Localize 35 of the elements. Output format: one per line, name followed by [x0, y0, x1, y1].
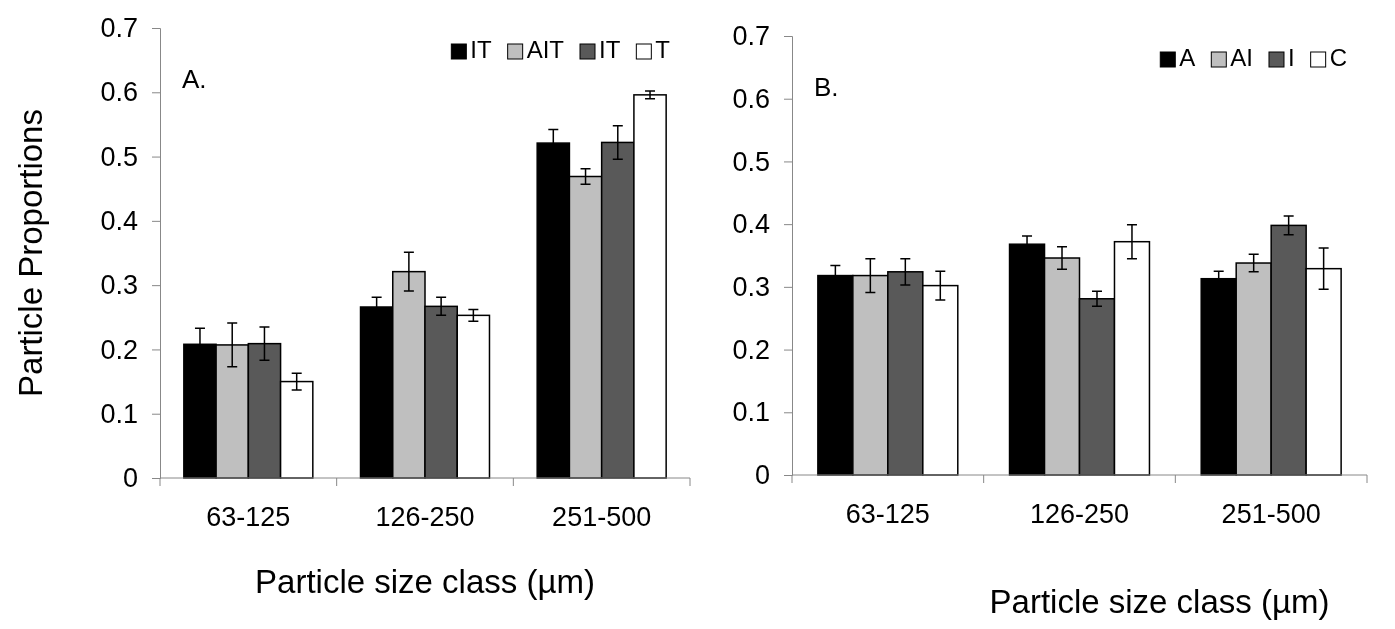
legend-label: AI: [1230, 44, 1253, 71]
legend-label: T: [655, 36, 671, 63]
legend-label: AIT: [526, 36, 565, 63]
y-tick-label: 0.6: [100, 77, 138, 108]
y-tick-label: 0.1: [100, 398, 138, 429]
y-tick-label: 0.4: [100, 206, 138, 236]
y-tick-label: 0.6: [732, 83, 770, 114]
legend-label: IT: [470, 36, 492, 63]
x-axis-title: Particle size class (µm): [255, 563, 595, 600]
x-tick-label: 126-250: [375, 502, 475, 532]
annotation: B.: [814, 72, 839, 102]
legend-label: C: [1329, 44, 1347, 71]
x-tick-label: 251-500: [1221, 499, 1321, 529]
y-tick-label: 0.7: [100, 13, 138, 44]
x-tick-label: 63-125: [206, 502, 291, 532]
y-tick-label: 0.5: [732, 146, 770, 177]
legend-label: A: [1179, 44, 1196, 71]
y-tick-label: 0.5: [100, 141, 138, 172]
y-tick-label: 0: [754, 460, 770, 491]
y-tick-label: 0.4: [732, 209, 770, 240]
y-tick-label: 0.1: [732, 397, 770, 428]
y-tick-label: 0.3: [732, 272, 770, 302]
y-tick-label: 0.2: [100, 334, 138, 365]
x-tick-label: 251-500: [552, 502, 652, 532]
legend-label: I: [1287, 44, 1295, 71]
y-axis-title: Particle Proportions: [12, 109, 49, 397]
x-tick-label: 63-125: [845, 499, 930, 529]
x-axis-title: Particle size class (µm): [989, 583, 1330, 620]
y-tick-label: 0.7: [732, 21, 770, 52]
legend-label: IT: [599, 36, 621, 63]
annotation: A.: [182, 64, 207, 94]
x-tick-label: 126-250: [1029, 499, 1130, 529]
y-tick-label: 0.3: [100, 270, 138, 301]
y-tick-label: 0.2: [732, 334, 770, 365]
y-tick-label: 0: [122, 463, 138, 494]
